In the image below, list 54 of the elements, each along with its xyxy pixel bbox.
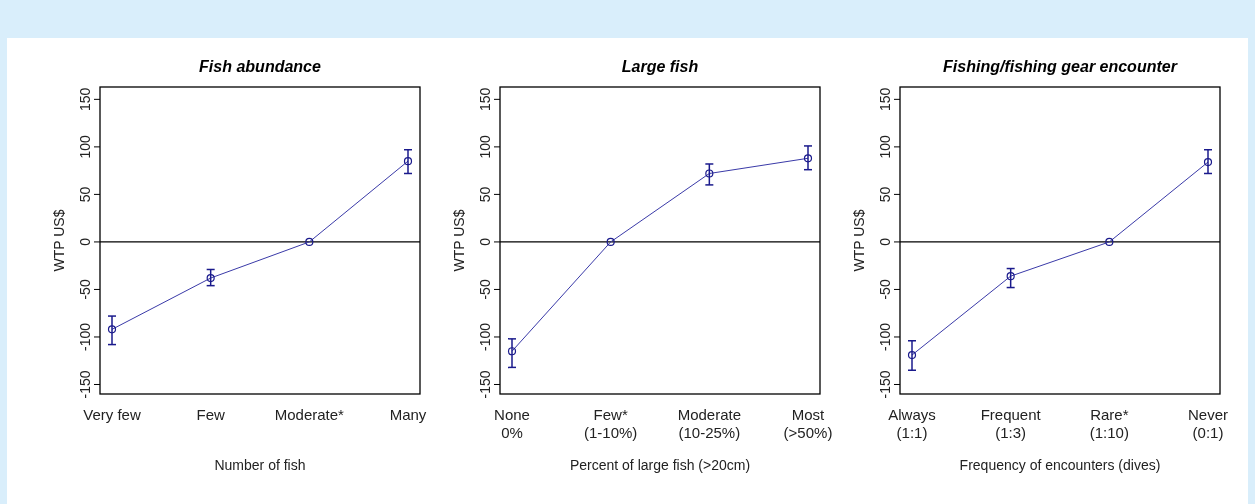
x-tick-label: None 0% <box>494 406 530 441</box>
x-tick-label: Very few <box>83 406 141 423</box>
x-tick-label: Few* (1-10%) <box>583 406 638 441</box>
y-tick-label: 0 <box>877 237 893 246</box>
point <box>1006 272 1015 281</box>
y-tick-label: 100 <box>877 134 893 159</box>
y-tick-label: -100 <box>77 322 93 351</box>
y-axis-title: WTP US$ <box>851 209 867 272</box>
y-axis-title: WTP US$ <box>451 209 467 272</box>
y-tick-label: -150 <box>77 370 93 399</box>
chart-title: Fishing/fishing gear encounter <box>943 58 1178 75</box>
point <box>305 237 314 247</box>
y-tick-label: 100 <box>477 134 493 159</box>
x-axis-title: Percent of large fish (>20cm) <box>569 457 751 473</box>
point <box>803 154 813 163</box>
y-tick-label: 50 <box>477 186 493 203</box>
y-tick-label: 0 <box>77 237 93 246</box>
point <box>1203 157 1213 167</box>
x-tick-label: Most (>50%) <box>783 406 833 441</box>
y-tick-label: 100 <box>77 134 93 159</box>
y-tick-label: 150 <box>77 87 93 112</box>
chart-title: Fish abundance <box>199 58 321 75</box>
x-tick-label: Rare* (1:10) <box>1089 406 1129 441</box>
point <box>907 350 917 360</box>
y-axis-title: WTP US$ <box>51 209 67 272</box>
y-tick-label: -150 <box>877 370 893 399</box>
x-tick-label: Always (1:1) <box>888 406 936 441</box>
x-tick-label: Moderate (10-25%) <box>677 406 742 441</box>
point <box>403 157 413 166</box>
point <box>705 169 714 178</box>
x-tick-label: Many <box>389 406 427 423</box>
point <box>1105 237 1114 247</box>
y-tick-label: 50 <box>77 186 93 203</box>
y-tick-label: 150 <box>877 87 893 112</box>
point <box>107 325 117 334</box>
point <box>606 237 615 247</box>
x-tick-label: Moderate* <box>274 406 345 423</box>
point <box>206 273 215 283</box>
point <box>507 347 517 356</box>
y-tick-label: 0 <box>477 237 493 246</box>
x-axis-title: Number of fish <box>214 457 306 473</box>
x-tick-label: Never (0:1) <box>1187 406 1229 441</box>
y-tick-label: -150 <box>477 370 493 399</box>
x-tick-label: Few <box>196 406 225 423</box>
y-tick-label: -50 <box>77 279 93 300</box>
y-tick-label: 50 <box>877 186 893 203</box>
y-tick-label: -100 <box>877 322 893 351</box>
y-tick-label: -100 <box>477 322 493 351</box>
y-tick-label: 150 <box>477 87 493 112</box>
x-axis-title: Frequency of encounters (dives) <box>959 457 1161 473</box>
y-tick-label: -50 <box>477 279 493 300</box>
x-tick-label: Frequent (1:3) <box>980 406 1042 441</box>
y-tick-label: -50 <box>877 279 893 300</box>
chart-title: Large fish <box>621 58 699 75</box>
